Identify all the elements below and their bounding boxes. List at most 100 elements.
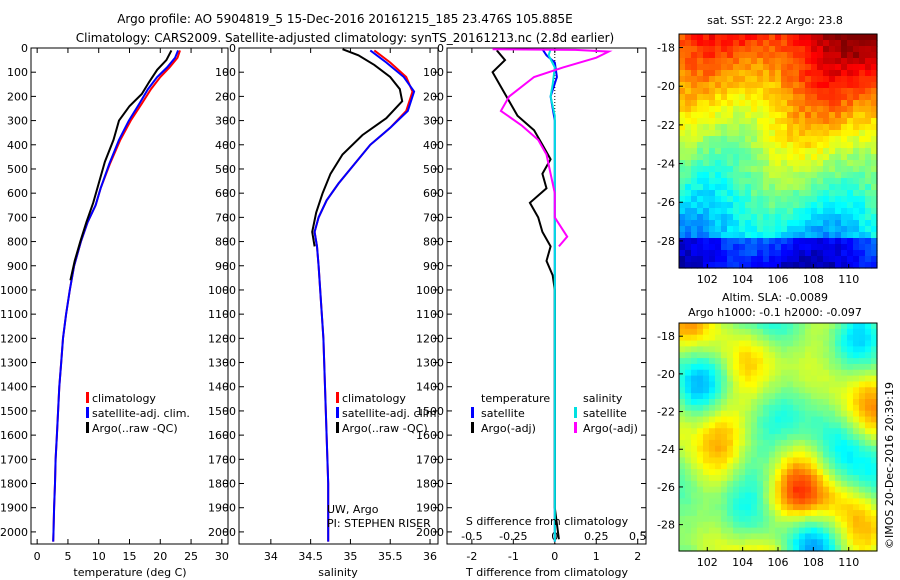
heatmap-cell [739,172,746,179]
heatmap-cell [763,136,770,143]
heatmap-cell [805,346,812,353]
heatmap-cell [709,178,716,185]
heatmap-cell [757,510,764,517]
heatmap-cell [709,480,716,488]
heatmap-cell [841,172,848,179]
heatmap-cell [685,399,692,406]
heatmap-cell [787,480,794,488]
heatmap-cell [787,100,794,107]
heatmap-cell [685,369,692,377]
heatmap-cell [841,457,848,464]
heatmap-cell [727,52,734,59]
heatmap-cell [811,410,818,418]
heatmap-cell [811,130,818,137]
depth-tick-label: 700 [7,211,28,224]
heatmap-cell [835,238,842,245]
heatmap-cell [793,124,800,131]
heatmap-cell [721,457,728,464]
heatmap-cell [733,352,740,359]
heatmap-cell [799,521,806,529]
heatmap-cell [823,208,830,215]
heatmap-cell [733,410,740,418]
heatmap-cell [871,142,878,149]
heatmap-cell [787,381,794,388]
heatmap-cell [751,52,758,59]
heatmap-cell [709,533,716,540]
heatmap-cell [691,393,698,400]
heatmap-cell [721,52,728,59]
heatmap-cell [721,545,728,552]
heatmap-cell [829,439,836,447]
heatmap-cell [793,142,800,149]
sla-map-panel: Altim. SLA: -0.0089 Argo h1000: -0.1 h20… [657,291,878,569]
heatmap-cell [811,323,818,330]
heatmap-cell [691,352,698,359]
heatmap-cell [787,136,794,143]
heatmap-cell [781,492,788,499]
heatmap-cell [841,124,848,131]
heatmap-cell [739,527,746,535]
heatmap-cell [769,82,776,89]
heatmap-cell [865,52,872,59]
heatmap-cell [703,328,710,336]
heatmap-cell [817,214,824,221]
top-x-tick-label: -0.5 [461,530,482,543]
heatmap-cell [823,451,830,459]
heatmap-cell [871,510,878,517]
heatmap-cell [757,184,764,191]
heatmap-cell [805,58,812,65]
heatmap-cell [841,533,848,540]
heatmap-cell [769,434,776,441]
heatmap-cell [847,40,854,47]
heatmap-cell [763,545,770,552]
heatmap-cell [817,328,824,336]
heatmap-cell [805,76,812,83]
heatmap-cell [817,202,824,209]
heatmap-cell [781,469,788,476]
heatmap-cell [841,527,848,535]
heatmap-cell [829,387,836,394]
heatmap-cell [775,190,782,197]
heatmap-cell [751,46,758,53]
heatmap-cell [823,238,830,245]
heatmap-cell [685,106,692,113]
heatmap-cell [865,399,872,406]
heatmap-cell [715,323,722,330]
heatmap-cell [763,70,770,77]
heatmap-cell [829,369,836,377]
heatmap-cell [685,250,692,257]
heatmap-cell [799,451,806,459]
heatmap-cell [733,457,740,464]
heatmap-cell [715,58,722,65]
heatmap-cell [727,196,734,203]
heatmap-cell [697,202,704,209]
heatmap-cell [841,238,848,245]
heatmap-cell [757,328,764,336]
heatmap-cell [745,539,752,546]
heatmap-cell [757,142,764,149]
heatmap-cell [679,46,686,53]
heatmap-cell [853,82,860,89]
heatmap-cell [811,387,818,394]
heatmap-cell [757,178,764,185]
legend-swatch-satellite [86,407,89,418]
heatmap-cell [733,46,740,53]
heatmap-cell [763,439,770,447]
heatmap-cell [697,340,704,347]
heatmap-cell [841,154,848,161]
heatmap-cell [757,88,764,95]
heatmap-cell [781,46,788,53]
heatmap-cell [685,410,692,418]
heatmap-cell [799,352,806,359]
heatmap-cell [799,250,806,257]
x-tick-label: 36 [423,550,437,563]
heatmap-cell [811,393,818,400]
heatmap-cell [811,112,818,119]
heatmap-cell [709,510,716,517]
heatmap-cell [853,399,860,406]
heatmap-cell [793,510,800,517]
heatmap-cell [859,166,866,173]
heatmap-cell [799,82,806,89]
heatmap-cell [865,527,872,535]
heatmap-cell [853,226,860,233]
